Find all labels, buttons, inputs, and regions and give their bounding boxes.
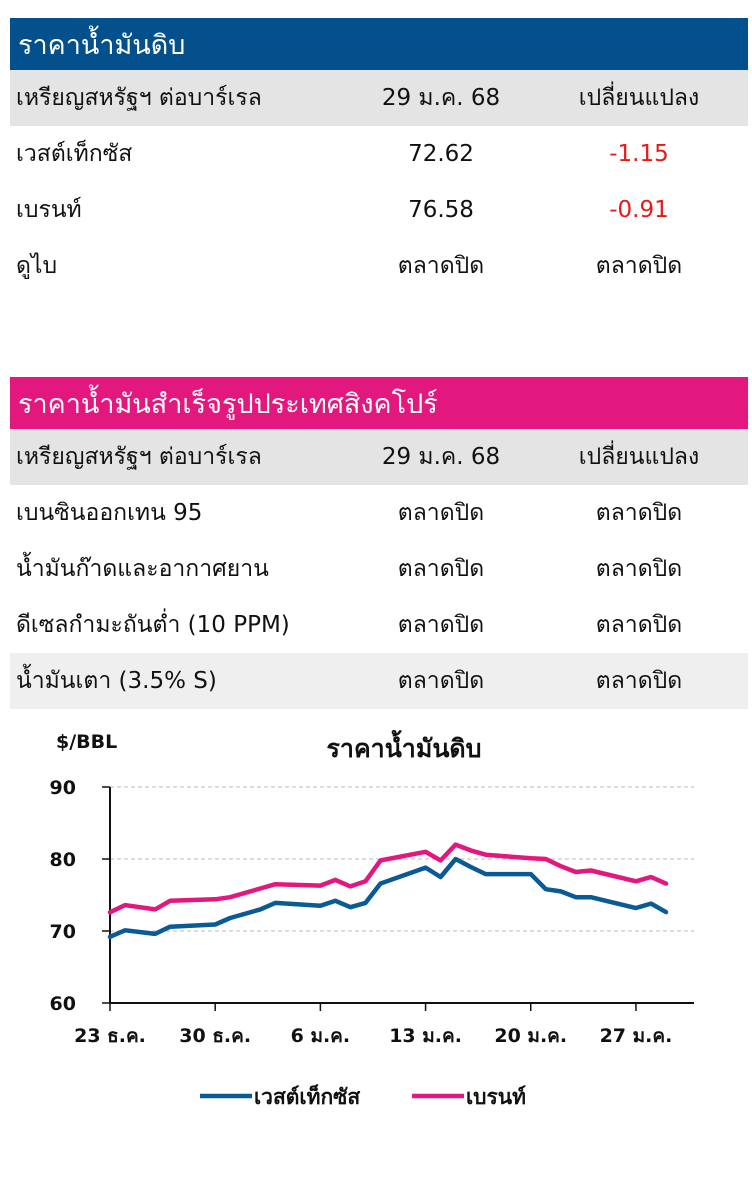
row-price: 72.62: [408, 141, 474, 167]
legend: เวสต์เท็กซัส เบรนท์: [200, 1083, 526, 1109]
legend-label: เบรนท์: [466, 1085, 526, 1109]
refined-price-table: ราคาน้ำมันสำเร็จรูปประเทศสิงคโปร์ เหรียญ…: [10, 377, 748, 709]
header-change: เปลี่ยนแปลง: [578, 85, 700, 111]
refined-table-title: ราคาน้ำมันสำเร็จรูปประเทศสิงคโปร์: [10, 377, 748, 429]
y-axis-label: $/BBL: [56, 731, 117, 753]
x-tick-label: 20 ม.ค.: [494, 1025, 567, 1047]
series-line-wti: [107, 856, 669, 940]
x-tick-label: 27 ม.ค.: [600, 1025, 673, 1047]
row-change: -1.15: [609, 141, 669, 167]
header-date: 29 ม.ค. 68: [381, 444, 501, 470]
series-lines: [107, 842, 669, 940]
chart-title: ราคาน้ำมันดิบ: [326, 729, 481, 763]
crude-price-table: ราคาน้ำมันดิบ เหรียญสหรัฐฯ ต่อบาร์เรล 29…: [10, 18, 748, 294]
row-name: น้ำมันก๊าดและอากาศยาน: [16, 556, 269, 582]
row-name: ดีเซลกำมะถันต่ำ (10 PPM): [16, 612, 290, 638]
row-name: เบรนท์: [16, 197, 82, 223]
table-row: เวสต์เท็กซัส 72.62 -1.15: [10, 126, 748, 182]
y-tick-label: 70: [50, 921, 76, 943]
x-tick-label: 23 ธ.ค.: [74, 1025, 146, 1047]
crude-table-title: ราคาน้ำมันดิบ: [10, 18, 748, 70]
header-change: เปลี่ยนแปลง: [578, 444, 700, 470]
x-tick-label: 30 ธ.ค.: [179, 1025, 251, 1047]
legend-label: เวสต์เท็กซัส: [254, 1083, 360, 1109]
row-change: ตลาดปิด: [595, 612, 683, 638]
x-tick-label: 6 ม.ค.: [291, 1025, 351, 1047]
table-row: ดีเซลกำมะถันต่ำ (10 PPM) ตลาดปิด ตลาดปิด: [10, 597, 748, 653]
row-change: -0.91: [609, 197, 669, 223]
x-tick-label: 13 ม.ค.: [389, 1025, 462, 1047]
y-tick-label: 80: [50, 849, 76, 871]
row-name: ดูไบ: [16, 253, 58, 279]
crude-table-header: เหรียญสหรัฐฯ ต่อบาร์เรล 29 ม.ค. 68 เปลี่…: [10, 70, 748, 126]
table-row: น้ำมันเตา (3.5% S) ตลาดปิด ตลาดปิด: [10, 653, 748, 709]
row-price: ตลาดปิด: [397, 612, 485, 638]
refined-table-header: เหรียญสหรัฐฯ ต่อบาร์เรล 29 ม.ค. 68 เปลี่…: [10, 429, 748, 485]
row-change: ตลาดปิด: [595, 556, 683, 582]
y-tick-label: 90: [50, 777, 76, 799]
row-name: น้ำมันเตา (3.5% S): [16, 668, 217, 694]
series-line-brent: [107, 842, 669, 915]
table-row: เบนซินออกเทน 95 ตลาดปิด ตลาดปิด: [10, 485, 748, 541]
row-price: ตลาดปิด: [397, 253, 485, 279]
row-change: ตลาดปิด: [595, 253, 683, 279]
table-row: เบรนท์ 76.58 -0.91: [10, 182, 748, 238]
axes: 60 70 80 90 23 ธ.ค. 30 ธ.ค. 6 ม.ค. 13 ม.ค. 20 ม.…: [50, 777, 694, 1047]
row-name: เวสต์เท็กซัส: [16, 141, 133, 167]
y-tick-label: 60: [50, 993, 76, 1015]
row-price: 76.58: [408, 197, 474, 223]
header-date: 29 ม.ค. 68: [381, 85, 501, 111]
row-price: ตลาดปิด: [397, 668, 485, 694]
row-name: เบนซินออกเทน 95: [16, 500, 203, 526]
gridlines: [110, 786, 694, 932]
crude-price-chart: $/BBL ราคาน้ำมันดิบ 60 70 80 90 23 ธ.ค. 30 ธ.…: [50, 729, 694, 1109]
row-price: ตลาดปิด: [397, 500, 485, 526]
table-row: น้ำมันก๊าดและอากาศยาน ตลาดปิด ตลาดปิด: [10, 541, 748, 597]
row-change: ตลาดปิด: [595, 668, 683, 694]
row-price: ตลาดปิด: [397, 556, 485, 582]
table-row: ดูไบ ตลาดปิด ตลาดปิด: [10, 238, 748, 294]
header-unit: เหรียญสหรัฐฯ ต่อบาร์เรล: [16, 444, 262, 470]
header-unit: เหรียญสหรัฐฯ ต่อบาร์เรล: [16, 85, 262, 111]
row-change: ตลาดปิด: [595, 500, 683, 526]
